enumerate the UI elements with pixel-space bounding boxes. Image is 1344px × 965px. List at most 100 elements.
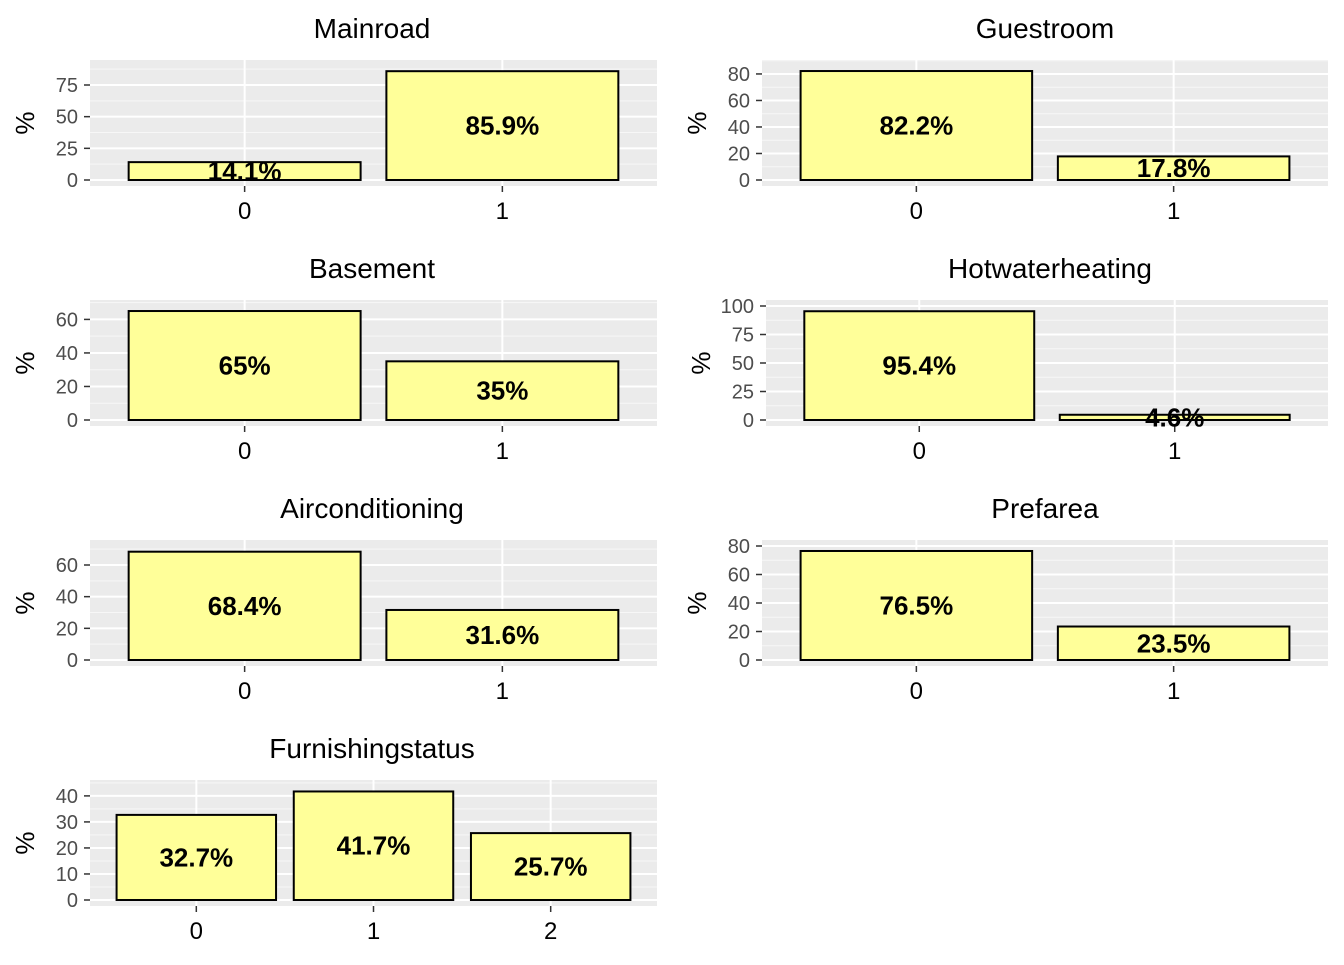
y-tick-label: 0 bbox=[67, 890, 78, 912]
y-tick-label: 20 bbox=[56, 838, 78, 860]
chart-title: Hotwaterheating bbox=[948, 253, 1152, 284]
y-tick-label: 40 bbox=[728, 117, 750, 139]
y-tick-label: 75 bbox=[56, 75, 78, 97]
x-tick-label: 0 bbox=[238, 438, 251, 465]
y-tick-label: 40 bbox=[56, 587, 78, 609]
y-tick-label: 25 bbox=[56, 138, 78, 160]
bar-0 bbox=[115, 813, 278, 901]
y-tick-label: 0 bbox=[739, 650, 750, 672]
y-tick-label: 0 bbox=[743, 410, 754, 432]
bar-0 bbox=[127, 550, 362, 662]
data-label: 23.5% bbox=[1137, 628, 1211, 658]
chart-title: Mainroad bbox=[314, 13, 431, 44]
y-tick-label: 60 bbox=[56, 555, 78, 577]
y-tick-label: 25 bbox=[732, 382, 754, 404]
y-axis-label: % bbox=[682, 591, 712, 614]
x-tick-label: 0 bbox=[238, 678, 251, 705]
x-tick-label: 1 bbox=[496, 678, 509, 705]
chart-panel-guestroom: 0 20 40 60 80 0 82.2% 1 17.8% Guestroom% bbox=[682, 13, 1328, 225]
x-tick-label: 0 bbox=[238, 198, 251, 225]
y-tick-label: 30 bbox=[56, 812, 78, 834]
x-tick-label: 0 bbox=[910, 198, 923, 225]
bar-1 bbox=[385, 360, 620, 421]
x-tick-label: 1 bbox=[496, 198, 509, 225]
x-tick-label: 1 bbox=[367, 918, 380, 945]
y-tick-label: 20 bbox=[56, 376, 78, 398]
y-axis-label: % bbox=[686, 351, 716, 374]
y-tick-label: 100 bbox=[721, 296, 754, 318]
chart-title: Basement bbox=[309, 253, 435, 284]
y-axis-label: % bbox=[10, 591, 40, 614]
chart-panel-mainroad: 0 25 50 75 0 14.1% 1 85.9% Mainroad% bbox=[10, 13, 657, 225]
data-label: 35% bbox=[476, 376, 528, 406]
data-label: 17.8% bbox=[1137, 153, 1211, 183]
x-tick-label: 1 bbox=[1167, 198, 1180, 225]
y-tick-label: 20 bbox=[728, 622, 750, 644]
bar-1 bbox=[1058, 413, 1291, 422]
chart-panel-airconditioning: 0 20 40 60 0 68.4% 1 31.6% Airconditioning% bbox=[10, 493, 657, 705]
x-tick-label: 2 bbox=[544, 918, 557, 945]
y-tick-label: 10 bbox=[56, 864, 78, 886]
x-tick-label: 0 bbox=[190, 918, 203, 945]
bar-0 bbox=[127, 310, 362, 422]
bar-0 bbox=[799, 70, 1034, 181]
y-tick-label: 20 bbox=[728, 143, 750, 165]
y-tick-label: 20 bbox=[56, 618, 78, 640]
y-tick-label: 40 bbox=[728, 593, 750, 615]
data-label: 95.4% bbox=[882, 351, 956, 381]
y-tick-label: 0 bbox=[67, 410, 78, 432]
data-label: 85.9% bbox=[465, 111, 539, 141]
y-tick-label: 50 bbox=[56, 107, 78, 129]
y-tick-label: 60 bbox=[728, 565, 750, 587]
chart-title: Prefarea bbox=[991, 493, 1099, 524]
data-label: 32.7% bbox=[159, 842, 233, 872]
y-tick-label: 50 bbox=[732, 353, 754, 375]
y-tick-label: 60 bbox=[728, 90, 750, 112]
data-label: 82.2% bbox=[879, 111, 953, 141]
y-tick-label: 0 bbox=[67, 650, 78, 672]
data-label: 76.5% bbox=[879, 590, 953, 620]
y-axis-label: % bbox=[10, 111, 40, 134]
y-tick-label: 0 bbox=[67, 170, 78, 192]
chart-panel-hotwaterheating: 0 25 50 75 100 0 95.4% 1 4.6% Hotwaterheating% bbox=[686, 253, 1328, 465]
chart-title: Furnishingstatus bbox=[269, 733, 474, 764]
y-axis-label: % bbox=[10, 351, 40, 374]
chart-panel-prefarea: 0 20 40 60 80 0 76.5% 1 23.5% Prefarea% bbox=[682, 493, 1328, 705]
chart-title: Airconditioning bbox=[280, 493, 464, 524]
bar-2 bbox=[469, 832, 632, 902]
data-label: 65% bbox=[219, 351, 271, 381]
data-label: 31.6% bbox=[465, 620, 539, 650]
data-label: 68.4% bbox=[208, 591, 282, 621]
data-label: 4.6% bbox=[1145, 402, 1204, 432]
bar-1 bbox=[1056, 155, 1291, 181]
data-label: 14.1% bbox=[208, 156, 282, 186]
bar-0 bbox=[803, 310, 1036, 421]
data-label: 41.7% bbox=[337, 831, 411, 861]
bar-1 bbox=[385, 70, 620, 181]
y-tick-label: 60 bbox=[56, 309, 78, 331]
y-tick-label: 40 bbox=[56, 786, 78, 808]
chart-title: Guestroom bbox=[976, 13, 1115, 44]
y-tick-label: 75 bbox=[732, 325, 754, 347]
y-tick-label: 0 bbox=[739, 170, 750, 192]
x-tick-label: 1 bbox=[496, 438, 509, 465]
bar-1 bbox=[292, 790, 455, 902]
data-label: 25.7% bbox=[514, 852, 588, 882]
y-tick-label: 40 bbox=[56, 343, 78, 365]
y-axis-label: % bbox=[682, 111, 712, 134]
x-tick-label: 1 bbox=[1168, 438, 1181, 465]
bar-0 bbox=[799, 549, 1034, 661]
bar-1 bbox=[385, 608, 620, 662]
chart-panel-furnishingstatus: 0 10 20 30 40 0 32.7% 1 41.7% 2 25.7% Furnishingsta… bbox=[10, 733, 657, 945]
x-tick-label: 1 bbox=[1167, 678, 1180, 705]
x-tick-label: 0 bbox=[910, 678, 923, 705]
chart-panel-basement: 0 20 40 60 0 65% 1 35% Basement% bbox=[10, 253, 657, 465]
bar-1 bbox=[1056, 625, 1291, 662]
bar-0 bbox=[127, 161, 362, 181]
x-tick-label: 0 bbox=[913, 438, 926, 465]
y-tick-label: 80 bbox=[728, 64, 750, 86]
y-axis-label: % bbox=[10, 831, 40, 854]
y-tick-label: 80 bbox=[728, 536, 750, 558]
